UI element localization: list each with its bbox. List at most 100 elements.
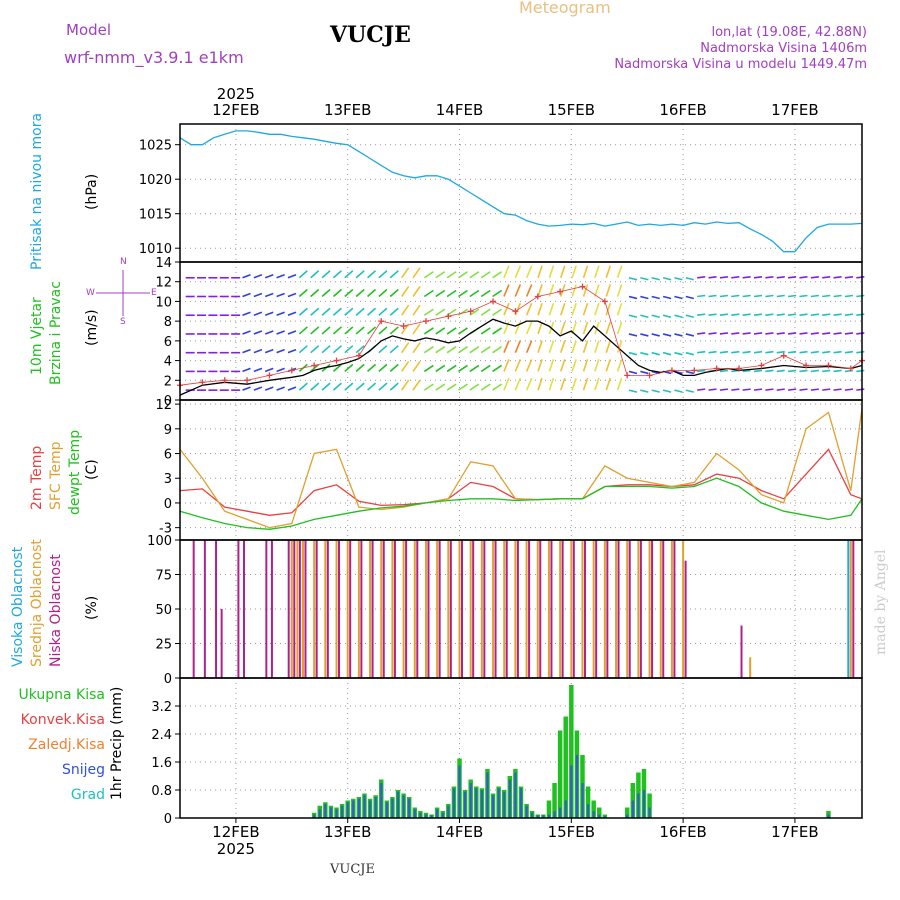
wind-arrow xyxy=(253,292,263,298)
temp-unit: (C) xyxy=(84,459,100,480)
precip-unit: 1hr Precip (mm) xyxy=(109,686,125,800)
wind-arrow xyxy=(446,346,457,354)
wind-arrow xyxy=(548,302,555,316)
wind-unit: (m/s) xyxy=(84,309,100,346)
wind-arrow xyxy=(446,289,457,298)
precip-snow-bar xyxy=(648,807,651,818)
wind-arrow xyxy=(469,364,480,373)
wind-arrow xyxy=(560,265,566,279)
wind-arrow xyxy=(264,274,274,279)
wind-arrow xyxy=(560,321,566,335)
wind-arrow xyxy=(765,313,774,317)
precip-snow-bar xyxy=(419,812,422,818)
wind-arrow xyxy=(810,313,819,317)
precip-snow-bar xyxy=(642,790,646,818)
wind-arrow xyxy=(560,377,566,391)
cloud-bar xyxy=(559,540,562,678)
precip-snow-bar xyxy=(380,783,383,818)
wind-arrow xyxy=(321,270,331,279)
precip-snow-bar xyxy=(452,788,456,818)
wind-arrow xyxy=(446,383,457,391)
wind-arrow xyxy=(378,307,388,316)
precip-snow-bar xyxy=(536,815,539,818)
wind-arrow xyxy=(469,308,480,316)
wind-arrow xyxy=(503,302,510,316)
wind-arrow xyxy=(492,327,503,335)
precip-snow-bar xyxy=(586,804,590,818)
wind-arrow xyxy=(492,364,503,373)
wind-arrow xyxy=(571,359,577,372)
wind-arrow xyxy=(833,388,842,391)
wind-arrow xyxy=(264,292,274,298)
wind-arrow xyxy=(697,275,706,279)
wind-arrow xyxy=(605,340,612,353)
wind-arrow xyxy=(560,302,566,316)
precip-snow-bar xyxy=(525,805,528,818)
wind-arrow xyxy=(708,388,717,391)
wind-arrow xyxy=(628,351,638,356)
wind-arrow xyxy=(571,340,577,353)
wind-arrow xyxy=(810,350,819,354)
precip-total-bar xyxy=(569,685,574,818)
cloud-bar xyxy=(570,540,573,678)
wind-arrow xyxy=(276,311,285,316)
wind-arrow xyxy=(856,275,865,279)
cloud-bar xyxy=(628,540,631,678)
wind-arrow xyxy=(844,350,854,354)
wind-arrow xyxy=(435,327,446,335)
cloud-bar xyxy=(550,540,553,678)
wind-arrow xyxy=(822,313,831,317)
precip-ytick-label: 2.4 xyxy=(151,728,172,743)
wind-arrow xyxy=(412,379,421,391)
cloud-bar xyxy=(192,540,195,678)
pressure-ytick-label: 1020 xyxy=(139,173,172,188)
wind-arrow xyxy=(287,330,297,335)
precip-snow-bar xyxy=(458,765,461,818)
wind-arrow xyxy=(571,284,577,297)
wind-arrow xyxy=(469,383,480,391)
wind-arrow xyxy=(344,326,354,335)
cloud-bar xyxy=(662,540,665,678)
wind-arrow xyxy=(458,346,468,354)
wind-arrow xyxy=(753,313,763,317)
wind-arrow xyxy=(776,350,785,354)
wind-arrow xyxy=(276,348,285,354)
precip-ytick-label: 0 xyxy=(164,812,172,827)
wind-arrow xyxy=(469,271,480,279)
wind-arrow xyxy=(355,270,365,279)
temperature-ytick-label: 9 xyxy=(164,423,172,438)
cloud-bar xyxy=(749,657,752,678)
cloud-bar xyxy=(380,540,383,678)
wind-arrow xyxy=(469,289,480,298)
cloud-ytick-label: 75 xyxy=(155,569,172,584)
wind-arrow xyxy=(582,359,589,372)
wind-ytick-label: 6 xyxy=(164,335,172,350)
cloud-bar xyxy=(349,540,352,678)
wind-arrow xyxy=(753,388,763,391)
wind-arrow xyxy=(298,288,308,298)
wind-arrow xyxy=(321,345,331,354)
wind-arrow xyxy=(594,302,600,316)
wind-arrow xyxy=(525,359,533,372)
wind-arrow xyxy=(264,311,274,316)
wind-arrow xyxy=(548,359,555,372)
temp-label-2: SFC Temp xyxy=(48,441,64,510)
meteogram-label: Meteogram xyxy=(519,0,611,17)
cloud-bar xyxy=(315,540,318,678)
wind-arrow xyxy=(662,389,672,393)
x-tick-label-top: 15FEB xyxy=(548,101,595,119)
cloud-bar xyxy=(326,540,329,678)
cloud-bar xyxy=(603,540,606,678)
precip-snow-bar xyxy=(447,805,450,818)
wind-arrow xyxy=(344,363,354,373)
cloud-unit: (%) xyxy=(84,595,100,620)
wind-arrow xyxy=(616,265,623,279)
wind-arrow xyxy=(480,271,491,279)
wind-arrow xyxy=(242,348,251,354)
wind-arrow xyxy=(776,294,785,298)
pressure-ytick-label: 1025 xyxy=(139,139,172,154)
temp-label-3: dewpt Temp xyxy=(67,429,83,515)
wind-arrow xyxy=(310,326,320,335)
wind-arrow xyxy=(719,332,729,335)
wind-arrow xyxy=(458,271,468,279)
